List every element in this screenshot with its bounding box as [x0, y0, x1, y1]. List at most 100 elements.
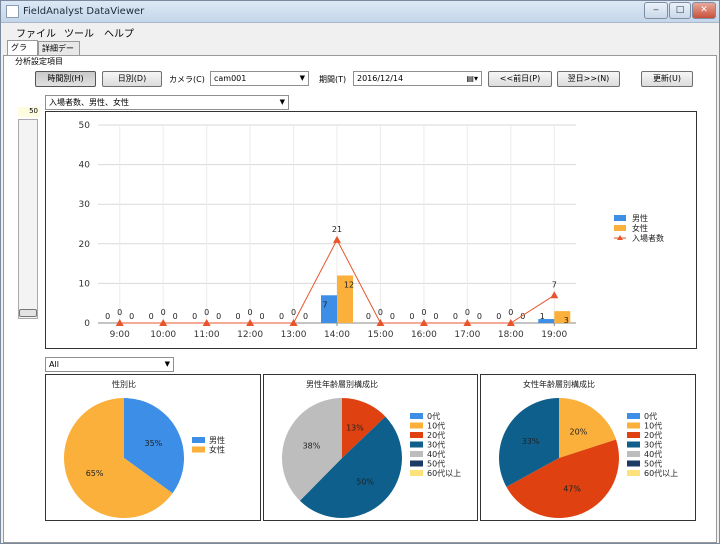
pie-slice-label: 38% [303, 441, 321, 450]
legend-swatch [627, 423, 640, 429]
chevron-down-icon: ▼ [280, 96, 285, 109]
daily-button[interactable]: 日別(D) [102, 71, 162, 87]
x-tick-label: 9:00 [110, 330, 130, 340]
window-title: FieldAnalyst DataViewer [23, 6, 144, 17]
legend-swatch [410, 470, 423, 476]
visitors-data-label: 0 [421, 308, 426, 317]
gender-pie-chart: 性別比 35% 65% 男性 女性 [45, 374, 261, 521]
x-tick-label: 11:00 [194, 330, 220, 340]
menu-bar: ファイル ツール ヘルプ [1, 23, 719, 40]
pie-title: 女性年齢層別構成比 [523, 379, 595, 389]
visitors-data-label: 21 [332, 225, 342, 234]
bar-data-label: 0 [216, 312, 221, 321]
hourly-chart: 0 10 20 30 40 50 9:00 10:00 11:00 12:00 13:00 14:00… [45, 111, 697, 349]
hourly-button[interactable]: 時間別(H) [35, 71, 96, 87]
bar-data-label: 0 [477, 312, 482, 321]
menu-help[interactable]: ヘルプ [104, 25, 134, 40]
menu-tools[interactable]: ツール [64, 25, 94, 40]
calendar-icon[interactable]: ▤▾ [466, 72, 478, 85]
bar-data-label: 0 [366, 312, 371, 321]
legend-label: 0代 [644, 411, 657, 421]
bar-data-label: 0 [390, 312, 395, 321]
update-button[interactable]: 更新(U) [641, 71, 693, 87]
filter-select-value: All [49, 360, 59, 369]
gender-pie-svg: 性別比35%65%男性女性 [46, 375, 260, 520]
pie-slice-label: 35% [145, 439, 163, 448]
visitors-point [550, 291, 558, 298]
legend-swatch [410, 423, 423, 429]
legend-label: 入場者数 [632, 233, 664, 243]
bar-data-label: 0 [129, 312, 134, 321]
next-day-button[interactable]: 翌日>>(N) [557, 71, 620, 87]
slider-thumb[interactable] [19, 309, 37, 317]
visitors-data-label: 0 [291, 308, 296, 317]
legend-swatch [627, 442, 640, 448]
minimize-button[interactable]: ‒ [644, 2, 668, 19]
x-tick-label: 12:00 [237, 330, 263, 340]
legend-label: 50代 [427, 459, 445, 469]
bar-data-label: 0 [236, 312, 241, 321]
close-button[interactable]: ✕ [692, 2, 716, 19]
visitors-point [333, 236, 341, 243]
period-label: 期間(T) [319, 74, 346, 85]
bar-data-label: 0 [303, 312, 308, 321]
bar-data-label: 1 [540, 312, 545, 321]
x-tick-label: 19:00 [541, 330, 567, 340]
series-select[interactable]: 入場者数、男性、女性 ▼ [45, 95, 289, 110]
camera-select-value: cam001 [214, 74, 246, 83]
camera-select[interactable]: cam001 ▼ [210, 71, 309, 86]
bar-data-label: 0 [192, 312, 197, 321]
series-select-value: 入場者数、男性、女性 [49, 98, 129, 107]
x-tick-label: 14:00 [324, 330, 350, 340]
legend-label: 男性 [209, 435, 225, 445]
legend-label: 女性 [209, 445, 225, 455]
legend-label: 10代 [427, 421, 445, 431]
legend-swatch [627, 470, 640, 476]
bar-data-label: 0 [433, 312, 438, 321]
pie-slice-label: 50% [356, 478, 374, 487]
x-tick-label: 18:00 [498, 330, 524, 340]
bar-data-label: 0 [105, 312, 110, 321]
legend-swatch [627, 413, 640, 419]
bar-data-label: 12 [344, 280, 354, 289]
visitors-data-label: 0 [378, 308, 383, 317]
legend-label: 20代 [427, 430, 445, 440]
legend-label: 30代 [644, 440, 662, 450]
x-tick-label: 16:00 [411, 330, 437, 340]
legend-label: 40代 [427, 449, 445, 459]
visitors-data-label: 0 [204, 308, 209, 317]
visitors-data-label: 0 [117, 308, 122, 317]
x-tick-label: 10:00 [150, 330, 176, 340]
x-tick-label: 13:00 [281, 330, 307, 340]
filter-select[interactable]: All ▼ [45, 357, 174, 372]
legend-label: 60代以上 [427, 468, 461, 478]
bar-data-label: 0 [149, 312, 154, 321]
legend-label: 0代 [427, 411, 440, 421]
settings-group-label: 分析設定項目 [15, 56, 63, 67]
bar-data-label: 0 [496, 312, 501, 321]
pie-title: 性別比 [112, 379, 136, 389]
visitors-data-label: 0 [248, 308, 253, 317]
y-tick-label: 50 [79, 121, 91, 131]
pie-slice-label: 13% [346, 424, 364, 433]
camera-label: カメラ(C) [169, 74, 205, 85]
pie-slice-label: 47% [563, 484, 581, 493]
maximize-button[interactable]: □ [669, 2, 691, 19]
date-picker-value: 2016/12/14 [357, 74, 403, 83]
tab-graph[interactable]: グラフ [7, 40, 38, 55]
app-icon [6, 5, 19, 18]
title-bar: FieldAnalyst DataViewer ‒ □ ✕ [1, 1, 719, 23]
chevron-down-icon: ▼ [165, 358, 170, 371]
visitors-data-label: 0 [465, 308, 470, 317]
y-tick-label: 20 [79, 240, 91, 250]
menu-file[interactable]: ファイル [16, 25, 56, 40]
prev-day-button[interactable]: <<前日(P) [488, 71, 552, 87]
tab-detail-data[interactable]: 詳細データ [38, 41, 80, 55]
visitors-data-label: 0 [508, 308, 513, 317]
scale-slider[interactable] [18, 119, 38, 319]
legend-label: 50代 [644, 459, 662, 469]
date-picker[interactable]: 2016/12/14 ▤▾ [353, 71, 482, 86]
